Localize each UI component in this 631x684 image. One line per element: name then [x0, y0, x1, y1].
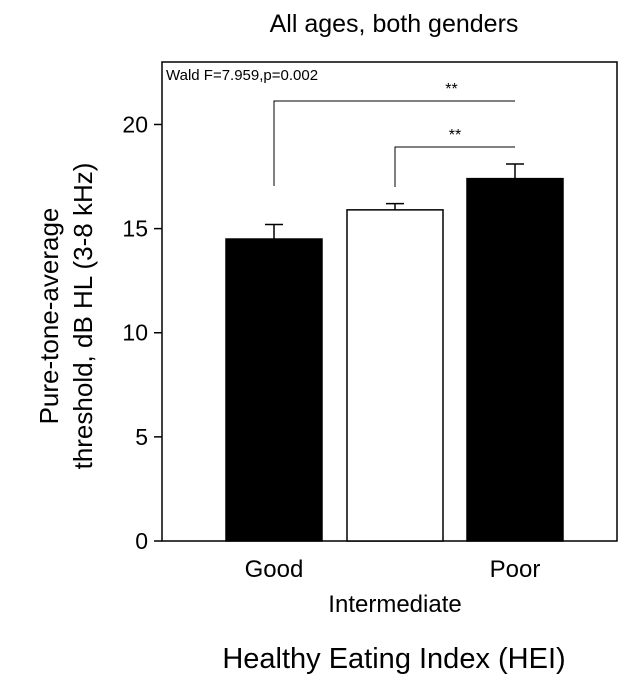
- y-axis-label-line1: Pure-tone-average: [34, 208, 64, 425]
- significance-label: **: [449, 127, 461, 144]
- y-tick-label: 20: [122, 111, 148, 137]
- significance-bracket: [394, 146, 515, 187]
- stats-annotation: Wald F=7.959,p=0.002: [166, 67, 318, 84]
- x-axis-label: Healthy Eating Index (HEI): [222, 643, 565, 675]
- x-tick-label: Intermediate: [328, 591, 461, 618]
- bar: [225, 238, 323, 542]
- significance-label: **: [445, 81, 457, 98]
- y-tick-label: 0: [135, 528, 148, 554]
- y-tick-label: 5: [135, 424, 148, 450]
- chart-marks: 0 5 10 15 20 Good Intermediate Poor ** **: [122, 81, 564, 618]
- y-tick-label: 10: [122, 320, 148, 346]
- y-tick-label: 15: [122, 216, 148, 242]
- significance-bracket: [273, 100, 515, 186]
- x-tick-label: Good: [245, 556, 304, 583]
- x-tick-label: Poor: [490, 556, 541, 583]
- bar: [466, 177, 564, 542]
- chart-title: All ages, both genders: [270, 10, 519, 38]
- bar: [346, 209, 444, 542]
- y-axis-label-line2: threshold, dB HL (3-8 kHz): [68, 163, 98, 470]
